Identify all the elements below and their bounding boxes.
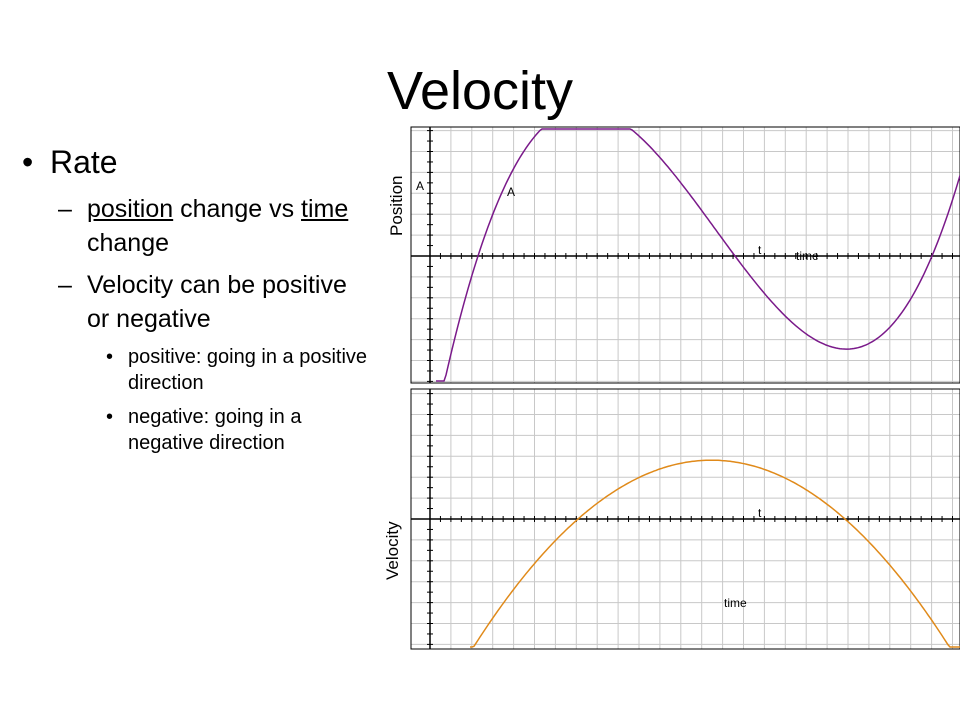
position-grid [411, 127, 960, 383]
position-time-label: time [796, 249, 819, 263]
dash-marker: – [58, 195, 72, 223]
bullet-rate-text: Rate [50, 144, 118, 180]
text-change-vs: change vs [173, 195, 302, 223]
velocity-t-label: t [758, 506, 762, 520]
position-frame [410, 126, 960, 384]
curve-a-label: A [507, 185, 515, 199]
negative-text: negative: going in a negative direction [128, 406, 302, 454]
velocity-sign-text: Velocity can be positive or negative [87, 271, 347, 333]
position-graph: A A t time Position [387, 126, 960, 384]
text-change: change [87, 229, 170, 257]
word-time: time [301, 195, 349, 223]
velocity-curve [470, 459, 960, 648]
sub-sub-bullet-negative: • negative: going in a negative directio… [22, 404, 372, 456]
position-curve [436, 128, 960, 382]
velocity-graph: t time Velocity [383, 388, 960, 650]
bullet-marker: • [22, 144, 34, 180]
sub-sub-bullet-positive: • positive: going in a positive directio… [22, 344, 372, 396]
position-a-label: A [416, 179, 424, 193]
bullet-marker: • [106, 346, 114, 368]
position-t-label: t [758, 243, 762, 257]
sub-bullet-velocity-sign: – Velocity can be positive or negative [22, 268, 372, 336]
bullet-list: • Rate – position change vs time change … [22, 140, 372, 456]
position-axis-label: Position [387, 176, 406, 236]
dash-marker: – [58, 271, 72, 299]
positive-text: positive: going in a positive direction [128, 346, 368, 394]
sub-bullet-position-change: – position change vs time change [22, 192, 372, 260]
slide-title: Velocity [386, 61, 574, 121]
velocity-axis-label: Velocity [383, 521, 402, 580]
velocity-time-label: time [724, 596, 747, 610]
bullet-rate: • Rate [22, 140, 372, 184]
word-position: position [87, 195, 174, 223]
bullet-marker: • [106, 406, 114, 428]
